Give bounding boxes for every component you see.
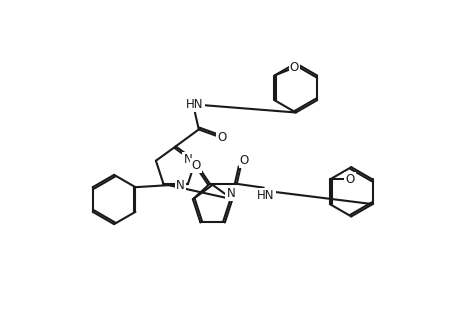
Text: N: N bbox=[183, 153, 192, 166]
Text: O: O bbox=[239, 154, 249, 167]
Text: O: O bbox=[217, 131, 226, 144]
Text: HN: HN bbox=[186, 98, 203, 111]
Text: HN: HN bbox=[257, 189, 274, 202]
Text: O: O bbox=[289, 61, 298, 74]
Text: O: O bbox=[191, 159, 200, 172]
Text: O: O bbox=[345, 173, 354, 186]
Text: N: N bbox=[226, 186, 235, 200]
Text: N: N bbox=[175, 179, 184, 192]
